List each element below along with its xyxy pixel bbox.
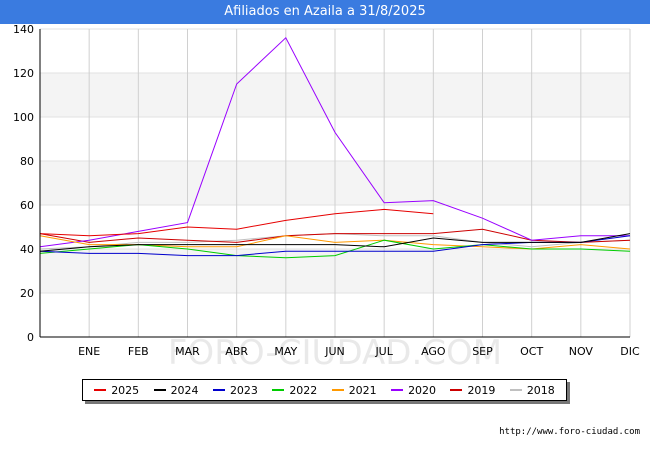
legend-label: 2025 bbox=[111, 383, 140, 397]
x-tick-label: SEP bbox=[472, 345, 493, 358]
legend-label: 2020 bbox=[408, 383, 437, 397]
legend-swatch bbox=[391, 389, 404, 391]
y-tick-label: 0 bbox=[27, 331, 34, 344]
legend-label: 2019 bbox=[467, 383, 496, 397]
series-lines bbox=[39, 36, 631, 259]
line-chart: FORO-CIUDAD.COM 0 20 40 60 80 100 120 140 ENE FEB… bbox=[13, 24, 640, 373]
series-line-2024 bbox=[39, 233, 631, 252]
series-line-2020 bbox=[39, 36, 630, 248]
x-tick-label: OCT bbox=[520, 345, 543, 358]
y-tick-label: 140 bbox=[13, 24, 34, 36]
legend-swatch bbox=[509, 389, 522, 391]
grid bbox=[40, 28, 631, 338]
legend-label: 2023 bbox=[229, 383, 258, 397]
x-tick-label: NOV bbox=[569, 345, 594, 358]
legend-swatch bbox=[153, 389, 166, 391]
legend-swatch bbox=[272, 389, 285, 391]
x-tick-label: JUN bbox=[324, 345, 345, 358]
y-tick-label: 80 bbox=[20, 155, 34, 168]
legend-swatch bbox=[450, 389, 463, 391]
chart-title: Afiliados en Azaila a 31/8/2025 bbox=[0, 0, 650, 24]
legend-swatch bbox=[331, 389, 344, 391]
legend-item-2023: 2023 bbox=[212, 383, 258, 397]
x-tick-label: ENE bbox=[78, 345, 100, 358]
y-tick-label: 40 bbox=[20, 243, 34, 256]
axes: 0 20 40 60 80 100 120 140 ENE FEB MAR ABR MAY JUN JUL A… bbox=[13, 24, 640, 358]
legend-item-2020: 2020 bbox=[391, 384, 436, 397]
x-tick-label: AGO bbox=[421, 345, 446, 358]
legend-label: 2024 bbox=[170, 383, 199, 397]
legend-label: 2022 bbox=[289, 383, 318, 397]
x-tick-label: MAY bbox=[274, 345, 297, 358]
x-tick-label: JUL bbox=[374, 345, 393, 358]
legend-item-2024: 2024 bbox=[153, 383, 199, 397]
legend-item-2021: 2021 bbox=[331, 383, 377, 397]
y-tick-label: 60 bbox=[20, 199, 34, 212]
legend-label: 2021 bbox=[348, 383, 377, 397]
legend-item-2019: 2019 bbox=[450, 384, 495, 397]
y-tick-label: 20 bbox=[20, 287, 34, 300]
x-tick-label: MAR bbox=[175, 345, 200, 358]
series-line-2025 bbox=[39, 208, 434, 237]
legend-item-2022: 2022 bbox=[272, 384, 317, 397]
legend-swatch bbox=[212, 389, 225, 391]
legend-item-2025: 2025 bbox=[94, 384, 139, 397]
chart-legend: 2025 2024 2023 2022 2021 2020 2019 2018 bbox=[82, 379, 567, 401]
legend-label: 2018 bbox=[526, 383, 555, 397]
x-tick-label: FEB bbox=[128, 345, 149, 358]
source-url: http://www.foro-ciudad.com bbox=[499, 427, 640, 437]
y-tick-label: 100 bbox=[13, 111, 34, 124]
x-tick-label: DIC bbox=[620, 345, 640, 358]
legend-item-2018: 2018 bbox=[509, 383, 555, 397]
watermark: FORO-CIUDAD.COM bbox=[168, 333, 502, 373]
legend-swatch bbox=[94, 389, 107, 391]
x-tick-label: ABR bbox=[225, 345, 248, 358]
y-tick-label: 120 bbox=[13, 67, 34, 80]
